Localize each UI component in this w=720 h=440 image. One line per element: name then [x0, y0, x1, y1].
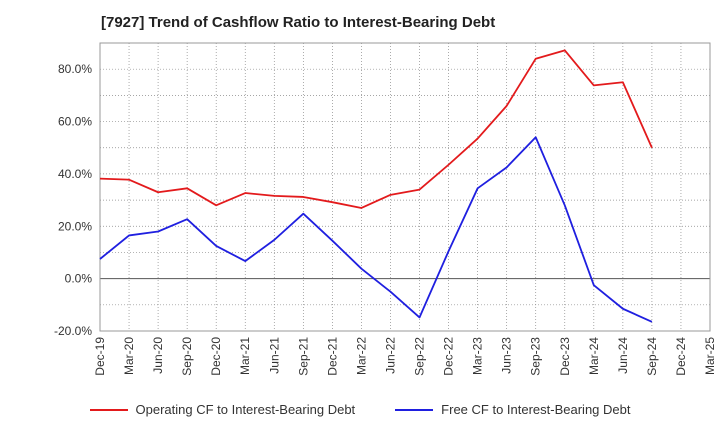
chart-title: [7927] Trend of Cashflow Ratio to Intere…: [101, 14, 496, 31]
x-tick-label: Sep-24: [645, 337, 659, 376]
x-tick-label: Jun-22: [383, 337, 397, 374]
legend-swatch-operating-cf: [89, 408, 128, 411]
series-line-free-cf: [99, 136, 653, 323]
plot-border: [99, 42, 711, 332]
legend-item-operating-cf: Operating CF to Interest-Bearing Debt: [89, 402, 356, 417]
plot-area: [100, 43, 710, 331]
y-tick-label: 0.0%: [65, 272, 93, 286]
x-tick-label: Mar-24: [587, 337, 601, 375]
legend-swatch-free-cf: [395, 408, 434, 411]
y-tick-label: 60.0%: [58, 115, 92, 129]
y-tick-label: -20.0%: [54, 324, 92, 338]
legend-label-free-cf: Free CF to Interest-Bearing Debt: [441, 402, 631, 417]
chart-legend: Operating CF to Interest-Bearing Debt Fr…: [0, 402, 720, 417]
x-tick-label: Dec-20: [209, 337, 223, 376]
x-tick-label: Jun-24: [616, 337, 630, 374]
x-tick-label: Dec-22: [442, 337, 456, 376]
x-tick-label: Dec-23: [558, 337, 572, 376]
y-tick-label: 20.0%: [58, 219, 92, 233]
x-tick-label: Mar-20: [122, 337, 136, 375]
x-tick-label: Dec-19: [93, 337, 107, 376]
x-tick-label: Sep-20: [180, 337, 194, 376]
x-tick-label: Mar-25: [703, 337, 717, 375]
series-line-operating-cf: [99, 49, 653, 209]
legend-label-operating-cf: Operating CF to Interest-Bearing Debt: [135, 402, 356, 417]
x-tick-label: Mar-21: [238, 337, 252, 375]
x-tick-label: Dec-24: [674, 337, 688, 376]
x-tick-label: Jun-21: [267, 337, 281, 374]
y-tick-label: 80.0%: [58, 62, 92, 76]
x-tick-label: Sep-22: [413, 337, 427, 376]
x-tick-label: Dec-21: [325, 337, 339, 376]
y-tick-label: 40.0%: [58, 167, 92, 181]
x-tick-label: Mar-23: [471, 337, 485, 375]
x-tick-label: Jun-23: [500, 337, 514, 374]
x-tick-label: Sep-23: [529, 337, 543, 376]
x-tick-label: Sep-21: [296, 337, 310, 376]
x-tick-label: Mar-22: [354, 337, 368, 375]
x-tick-label: Jun-20: [151, 337, 165, 374]
legend-item-free-cf: Free CF to Interest-Bearing Debt: [395, 402, 630, 417]
